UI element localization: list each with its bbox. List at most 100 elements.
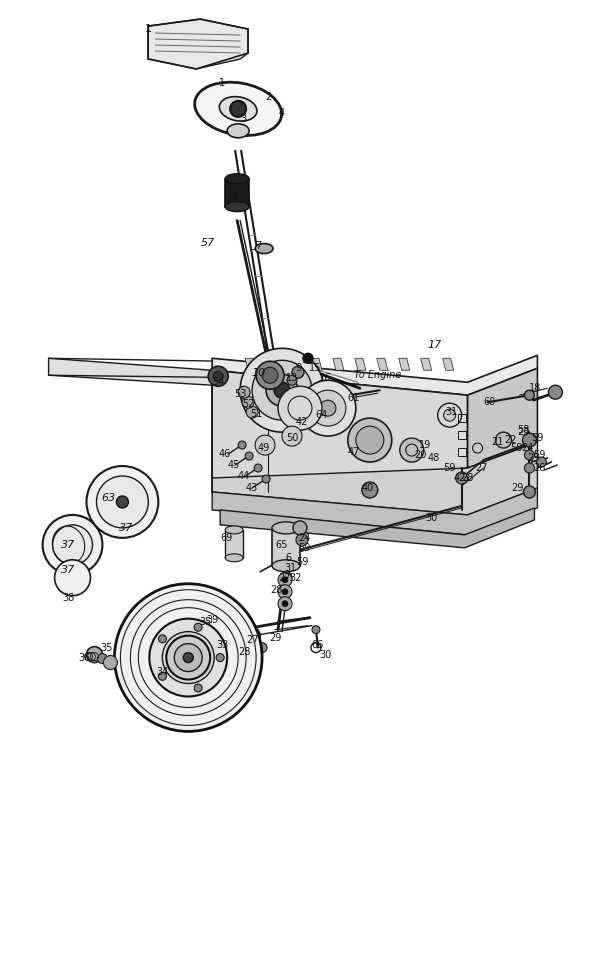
Text: 59: 59 <box>298 543 310 553</box>
Text: 28: 28 <box>270 585 282 595</box>
Circle shape <box>194 684 202 692</box>
Text: 40: 40 <box>362 483 374 493</box>
Bar <box>458 431 466 439</box>
Polygon shape <box>267 358 278 370</box>
Circle shape <box>303 354 313 363</box>
Polygon shape <box>468 368 537 468</box>
Text: 59: 59 <box>296 556 308 567</box>
Circle shape <box>255 435 275 455</box>
Circle shape <box>248 632 256 640</box>
Circle shape <box>525 463 535 473</box>
Text: 35: 35 <box>199 617 211 627</box>
Text: 32: 32 <box>289 573 301 583</box>
Circle shape <box>256 361 284 389</box>
Text: 42: 42 <box>296 417 308 427</box>
Polygon shape <box>377 358 388 370</box>
Text: 61: 61 <box>348 393 360 403</box>
Polygon shape <box>399 358 409 370</box>
Text: 48: 48 <box>428 453 440 463</box>
Text: 29: 29 <box>269 633 281 642</box>
Text: 64: 64 <box>316 410 328 420</box>
Polygon shape <box>48 358 285 385</box>
Text: 59: 59 <box>531 433 543 443</box>
Text: 9: 9 <box>295 363 301 373</box>
Circle shape <box>548 385 562 400</box>
Circle shape <box>159 635 166 642</box>
Circle shape <box>257 642 267 653</box>
Circle shape <box>262 367 278 383</box>
Text: 26: 26 <box>533 463 546 473</box>
Circle shape <box>97 654 107 663</box>
Text: 69: 69 <box>220 532 232 543</box>
Text: 52: 52 <box>242 400 254 409</box>
Text: 39: 39 <box>206 615 218 624</box>
Polygon shape <box>212 370 468 492</box>
Text: 16: 16 <box>319 373 331 383</box>
Text: 11: 11 <box>302 356 314 365</box>
Text: 66: 66 <box>312 640 324 650</box>
Circle shape <box>310 390 346 426</box>
Bar <box>272 528 300 566</box>
Circle shape <box>282 600 288 607</box>
Circle shape <box>282 576 288 583</box>
Text: 43: 43 <box>246 483 258 493</box>
Circle shape <box>293 521 307 534</box>
Circle shape <box>278 573 292 587</box>
Circle shape <box>287 376 297 385</box>
Ellipse shape <box>225 202 249 211</box>
Text: 28: 28 <box>238 646 250 657</box>
Circle shape <box>97 476 148 528</box>
Ellipse shape <box>225 174 249 184</box>
Text: 63: 63 <box>101 493 116 503</box>
Circle shape <box>400 438 424 462</box>
Circle shape <box>444 409 455 422</box>
Polygon shape <box>148 19 248 69</box>
Text: 44: 44 <box>238 471 250 481</box>
Text: 5: 5 <box>231 190 237 201</box>
Text: 49: 49 <box>258 443 270 453</box>
Text: 34: 34 <box>156 666 168 677</box>
Circle shape <box>238 386 250 399</box>
Ellipse shape <box>272 522 300 533</box>
Text: 24: 24 <box>521 443 533 453</box>
Text: 22: 22 <box>504 435 517 445</box>
Text: 27: 27 <box>476 463 488 473</box>
Ellipse shape <box>227 124 249 138</box>
Bar <box>458 448 466 456</box>
Text: 1: 1 <box>219 78 225 88</box>
Bar <box>458 414 466 423</box>
Ellipse shape <box>225 526 243 533</box>
Text: 29: 29 <box>512 483 524 493</box>
Circle shape <box>282 589 288 595</box>
Circle shape <box>183 653 194 663</box>
Circle shape <box>262 475 270 483</box>
Circle shape <box>320 401 336 416</box>
Circle shape <box>280 572 292 584</box>
Circle shape <box>216 654 224 662</box>
Text: 18: 18 <box>529 383 542 393</box>
Ellipse shape <box>149 619 227 697</box>
Text: 45: 45 <box>228 460 240 470</box>
Text: 1: 1 <box>145 24 152 34</box>
Polygon shape <box>442 358 454 370</box>
Text: 20: 20 <box>415 450 427 460</box>
Text: 47: 47 <box>348 447 360 457</box>
Circle shape <box>53 525 93 565</box>
Text: 27: 27 <box>278 573 290 583</box>
Text: 13: 13 <box>286 373 298 383</box>
Polygon shape <box>421 358 432 370</box>
Circle shape <box>312 625 320 634</box>
Text: 28: 28 <box>461 473 474 483</box>
Circle shape <box>266 374 298 406</box>
Text: 19: 19 <box>418 440 431 450</box>
Circle shape <box>246 406 258 418</box>
Ellipse shape <box>162 632 214 684</box>
Text: 42: 42 <box>454 473 466 483</box>
Text: 59: 59 <box>533 450 546 460</box>
Circle shape <box>238 441 246 449</box>
Circle shape <box>300 380 356 436</box>
Circle shape <box>174 643 202 671</box>
Text: 46: 46 <box>219 449 231 459</box>
Circle shape <box>230 101 246 117</box>
Text: 21: 21 <box>491 437 504 447</box>
